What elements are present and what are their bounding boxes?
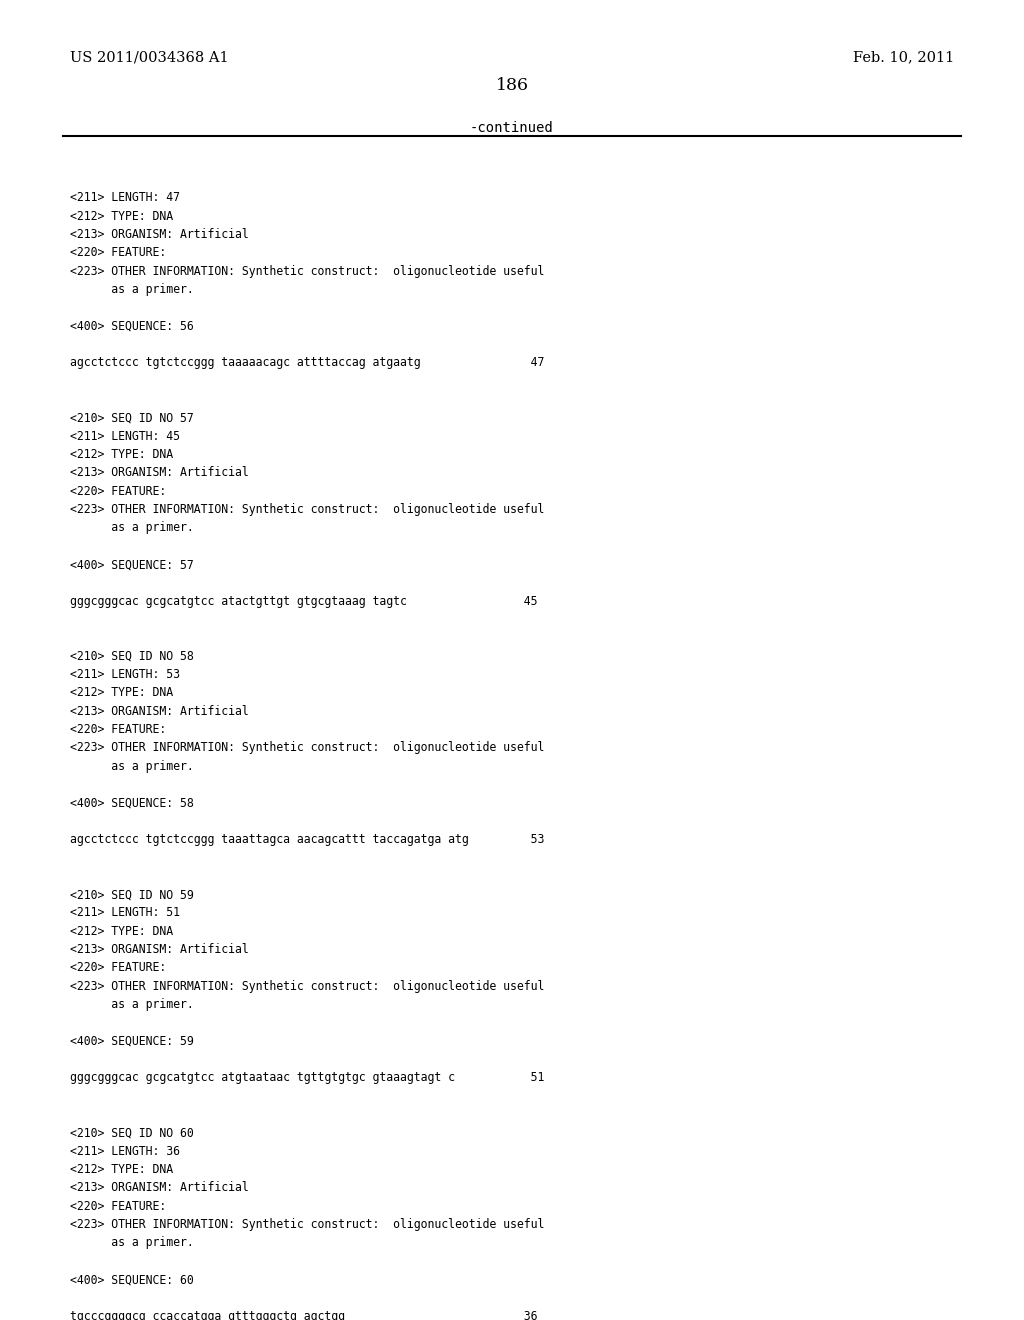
Text: <213> ORGANISM: Artificial: <213> ORGANISM: Artificial: [70, 466, 249, 479]
Text: <223> OTHER INFORMATION: Synthetic construct:  oligonucleotide useful: <223> OTHER INFORMATION: Synthetic const…: [70, 265, 544, 277]
Text: <210> SEQ ID NO 58: <210> SEQ ID NO 58: [70, 649, 194, 663]
Text: <210> SEQ ID NO 57: <210> SEQ ID NO 57: [70, 412, 194, 425]
Text: agcctctccc tgtctccggg taaaaacagc attttaccag atgaatg                47: agcctctccc tgtctccggg taaaaacagc attttac…: [70, 356, 544, 370]
Text: as a primer.: as a primer.: [70, 998, 194, 1011]
Text: as a primer.: as a primer.: [70, 1237, 194, 1250]
Text: as a primer.: as a primer.: [70, 282, 194, 296]
Text: <212> TYPE: DNA: <212> TYPE: DNA: [70, 1163, 173, 1176]
Text: <220> FEATURE:: <220> FEATURE:: [70, 961, 166, 974]
Text: tgcccggggcg ccaccatgga gtttgggctg agctgg                          36: tgcccggggcg ccaccatgga gtttgggctg agctgg…: [70, 1309, 538, 1320]
Text: <223> OTHER INFORMATION: Synthetic construct:  oligonucleotide useful: <223> OTHER INFORMATION: Synthetic const…: [70, 1218, 544, 1232]
Text: <211> LENGTH: 36: <211> LENGTH: 36: [70, 1144, 179, 1158]
Text: <213> ORGANISM: Artificial: <213> ORGANISM: Artificial: [70, 705, 249, 718]
Text: -continued: -continued: [470, 121, 554, 136]
Text: <223> OTHER INFORMATION: Synthetic construct:  oligonucleotide useful: <223> OTHER INFORMATION: Synthetic const…: [70, 742, 544, 755]
Text: as a primer.: as a primer.: [70, 760, 194, 772]
Text: <212> TYPE: DNA: <212> TYPE: DNA: [70, 686, 173, 700]
Text: <211> LENGTH: 53: <211> LENGTH: 53: [70, 668, 179, 681]
Text: agcctctccc tgtctccggg taaattagca aacagcattt taccagatga atg         53: agcctctccc tgtctccggg taaattagca aacagca…: [70, 833, 544, 846]
Text: <210> SEQ ID NO 60: <210> SEQ ID NO 60: [70, 1126, 194, 1139]
Text: 186: 186: [496, 77, 528, 94]
Text: <400> SEQUENCE: 56: <400> SEQUENCE: 56: [70, 319, 194, 333]
Text: <223> OTHER INFORMATION: Synthetic construct:  oligonucleotide useful: <223> OTHER INFORMATION: Synthetic const…: [70, 979, 544, 993]
Text: <400> SEQUENCE: 58: <400> SEQUENCE: 58: [70, 796, 194, 809]
Text: <400> SEQUENCE: 59: <400> SEQUENCE: 59: [70, 1035, 194, 1048]
Text: <212> TYPE: DNA: <212> TYPE: DNA: [70, 210, 173, 223]
Text: <220> FEATURE:: <220> FEATURE:: [70, 484, 166, 498]
Text: <220> FEATURE:: <220> FEATURE:: [70, 1200, 166, 1213]
Text: Feb. 10, 2011: Feb. 10, 2011: [853, 50, 954, 65]
Text: gggcgggcac gcgcatgtcc atgtaataac tgttgtgtgc gtaaagtagt c           51: gggcgggcac gcgcatgtcc atgtaataac tgttgtg…: [70, 1072, 544, 1085]
Text: US 2011/0034368 A1: US 2011/0034368 A1: [70, 50, 228, 65]
Text: <400> SEQUENCE: 57: <400> SEQUENCE: 57: [70, 558, 194, 572]
Text: <211> LENGTH: 47: <211> LENGTH: 47: [70, 191, 179, 205]
Text: <223> OTHER INFORMATION: Synthetic construct:  oligonucleotide useful: <223> OTHER INFORMATION: Synthetic const…: [70, 503, 544, 516]
Text: <211> LENGTH: 45: <211> LENGTH: 45: [70, 430, 179, 442]
Text: <220> FEATURE:: <220> FEATURE:: [70, 247, 166, 260]
Text: <213> ORGANISM: Artificial: <213> ORGANISM: Artificial: [70, 228, 249, 242]
Text: <212> TYPE: DNA: <212> TYPE: DNA: [70, 447, 173, 461]
Text: <400> SEQUENCE: 60: <400> SEQUENCE: 60: [70, 1272, 194, 1286]
Text: <213> ORGANISM: Artificial: <213> ORGANISM: Artificial: [70, 1181, 249, 1195]
Text: <213> ORGANISM: Artificial: <213> ORGANISM: Artificial: [70, 942, 249, 956]
Text: as a primer.: as a primer.: [70, 521, 194, 535]
Text: gggcgggcac gcgcatgtcc atactgttgt gtgcgtaaag tagtc                 45: gggcgggcac gcgcatgtcc atactgttgt gtgcgta…: [70, 595, 538, 607]
Text: <210> SEQ ID NO 59: <210> SEQ ID NO 59: [70, 888, 194, 902]
Text: <211> LENGTH: 51: <211> LENGTH: 51: [70, 907, 179, 920]
Text: <212> TYPE: DNA: <212> TYPE: DNA: [70, 925, 173, 937]
Text: <220> FEATURE:: <220> FEATURE:: [70, 723, 166, 737]
